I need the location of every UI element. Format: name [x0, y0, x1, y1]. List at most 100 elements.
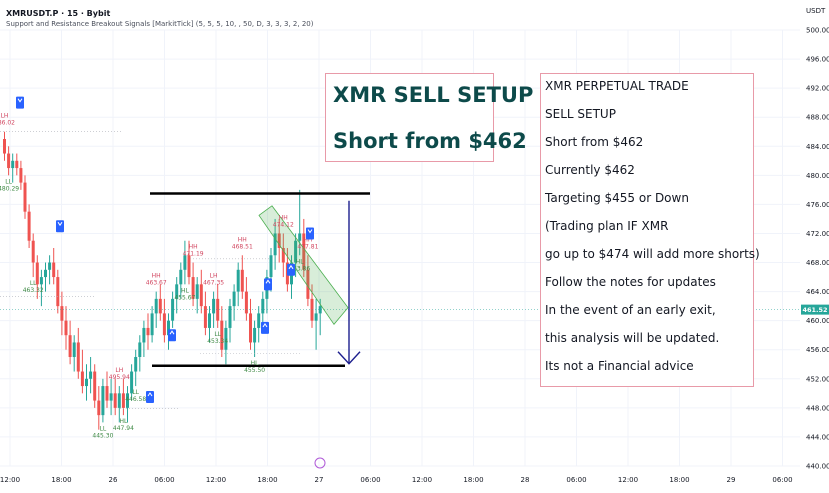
- swing-label-tag: HL: [181, 287, 190, 294]
- candle-body: [52, 262, 56, 278]
- candle-body: [228, 306, 232, 328]
- x-tick-label: 12:00: [0, 476, 20, 484]
- signal-marker-body: [16, 96, 24, 109]
- y-tick-label: 440.00: [806, 463, 829, 471]
- x-tick-label: 28: [521, 476, 530, 484]
- candle-body: [130, 371, 134, 394]
- x-tick-label: 12:00: [412, 476, 432, 484]
- overlays: 461.52: [0, 131, 829, 469]
- x-tick-label: 18:00: [463, 476, 483, 484]
- swing-label-price: 477.81: [297, 243, 318, 250]
- symbol-title[interactable]: XMRUSDT.P · 15 · Bybit: [6, 9, 111, 18]
- candle-body: [158, 298, 162, 314]
- candle-body: [35, 262, 39, 285]
- candle-body: [134, 357, 138, 372]
- candle-body: [199, 284, 203, 307]
- x-tick-label: 27: [315, 476, 324, 484]
- x-tick-label: 06:00: [154, 476, 174, 484]
- note-line: In the event of an early exit,: [545, 303, 716, 317]
- arrow-down-icon: [57, 221, 63, 227]
- candle-body: [113, 393, 117, 408]
- candle-body: [101, 386, 105, 416]
- signal-marker-body: [146, 390, 154, 403]
- indicator-legend[interactable]: Support and Resistance Breakout Signals …: [6, 20, 314, 28]
- note-line: SELL SETUP: [545, 107, 616, 121]
- note-line: Follow the notes for updates: [545, 275, 716, 289]
- grid: [0, 29, 800, 467]
- candle-body: [121, 393, 125, 408]
- swing-label-tag: HL: [119, 418, 128, 425]
- swing-label-tag: LL: [30, 280, 37, 287]
- candle-body: [15, 160, 19, 169]
- arrow-up-icon: [262, 323, 268, 328]
- swing-label-tag: LL: [214, 331, 221, 338]
- current-price-badge: [801, 304, 829, 315]
- buy-signal-marker: [287, 263, 295, 276]
- bearish-channel: [258, 205, 349, 325]
- candle-body: [187, 255, 191, 278]
- candle-body: [109, 393, 113, 401]
- candle-body: [150, 313, 154, 336]
- candle-body: [19, 168, 23, 183]
- trade-notes[interactable]: XMR PERPETUAL TRADE SELL SETUP Short fro…: [540, 73, 760, 387]
- buy-signal-marker: [146, 390, 154, 403]
- swing-label-tag: LL: [5, 178, 12, 185]
- buy-signal-marker: [261, 321, 269, 334]
- x-tick-label: 26: [109, 476, 118, 484]
- candle-body: [306, 269, 310, 299]
- note-line: Currently $462: [545, 163, 635, 177]
- x-tick-label: 18:00: [257, 476, 277, 484]
- candle-body: [23, 182, 27, 212]
- buy-signal-marker: [168, 329, 176, 342]
- y-tick-label: 500.00: [806, 27, 829, 35]
- candle-body: [68, 335, 72, 357]
- candle-body: [64, 320, 68, 336]
- y-tick-label: 452.00: [806, 375, 829, 383]
- candle-body: [216, 298, 220, 321]
- candle-body: [162, 313, 166, 336]
- candle-body: [48, 262, 52, 270]
- candle-body: [167, 320, 170, 336]
- candle-body: [3, 139, 6, 154]
- candle-body: [89, 371, 93, 379]
- target-arrowhead: [337, 351, 361, 365]
- currency-label: USDT: [806, 7, 826, 15]
- swing-label-price: 453.34: [207, 338, 228, 345]
- swing-label-tag: HL: [251, 360, 260, 367]
- swing-label-tag: LL: [132, 389, 139, 396]
- candle-body: [314, 313, 318, 321]
- candle-body: [146, 327, 150, 336]
- signal-marker-body: [261, 321, 269, 334]
- candle-body: [261, 298, 265, 314]
- swing-label-tag: LH: [1, 113, 9, 120]
- swing-label-tag: HH: [303, 236, 312, 243]
- swing-label-price: 486.02: [0, 120, 15, 127]
- swing-label-price: 445.30: [92, 432, 113, 439]
- candle-body: [244, 291, 248, 314]
- candle-body: [257, 313, 261, 328]
- candle-body: [105, 386, 109, 401]
- candle-body: [7, 153, 11, 169]
- candle-body: [171, 298, 175, 321]
- signal-marker-body: [168, 329, 176, 342]
- note-line: go up to $474 will add more shorts): [545, 247, 760, 261]
- swing-label-price: 463.86: [289, 265, 310, 272]
- candle-body: [154, 298, 158, 314]
- y-tick-label: 484.00: [806, 143, 829, 151]
- swing-labels: LH486.02LL480.29LL463.32LH495.94LL445.30…: [0, 96, 319, 439]
- swing-label-price: 474.12: [273, 221, 294, 228]
- candle-body: [253, 327, 257, 343]
- candle-body: [175, 284, 179, 299]
- y-tick-label: 496.00: [806, 56, 829, 64]
- candle-body: [212, 298, 216, 314]
- swing-label-price: 467.35: [203, 280, 224, 287]
- note-line: XMR PERPETUAL TRADE: [545, 79, 689, 93]
- swing-label-price: 468.51: [232, 243, 253, 250]
- candle-body: [39, 277, 43, 285]
- note-line: this analysis will be updated.: [545, 331, 720, 345]
- sell-setup-note[interactable]: XMR SELL SETUP Short from $462: [325, 73, 533, 162]
- arrow-up-icon: [147, 392, 153, 397]
- y-tick-label: 472.00: [806, 230, 829, 238]
